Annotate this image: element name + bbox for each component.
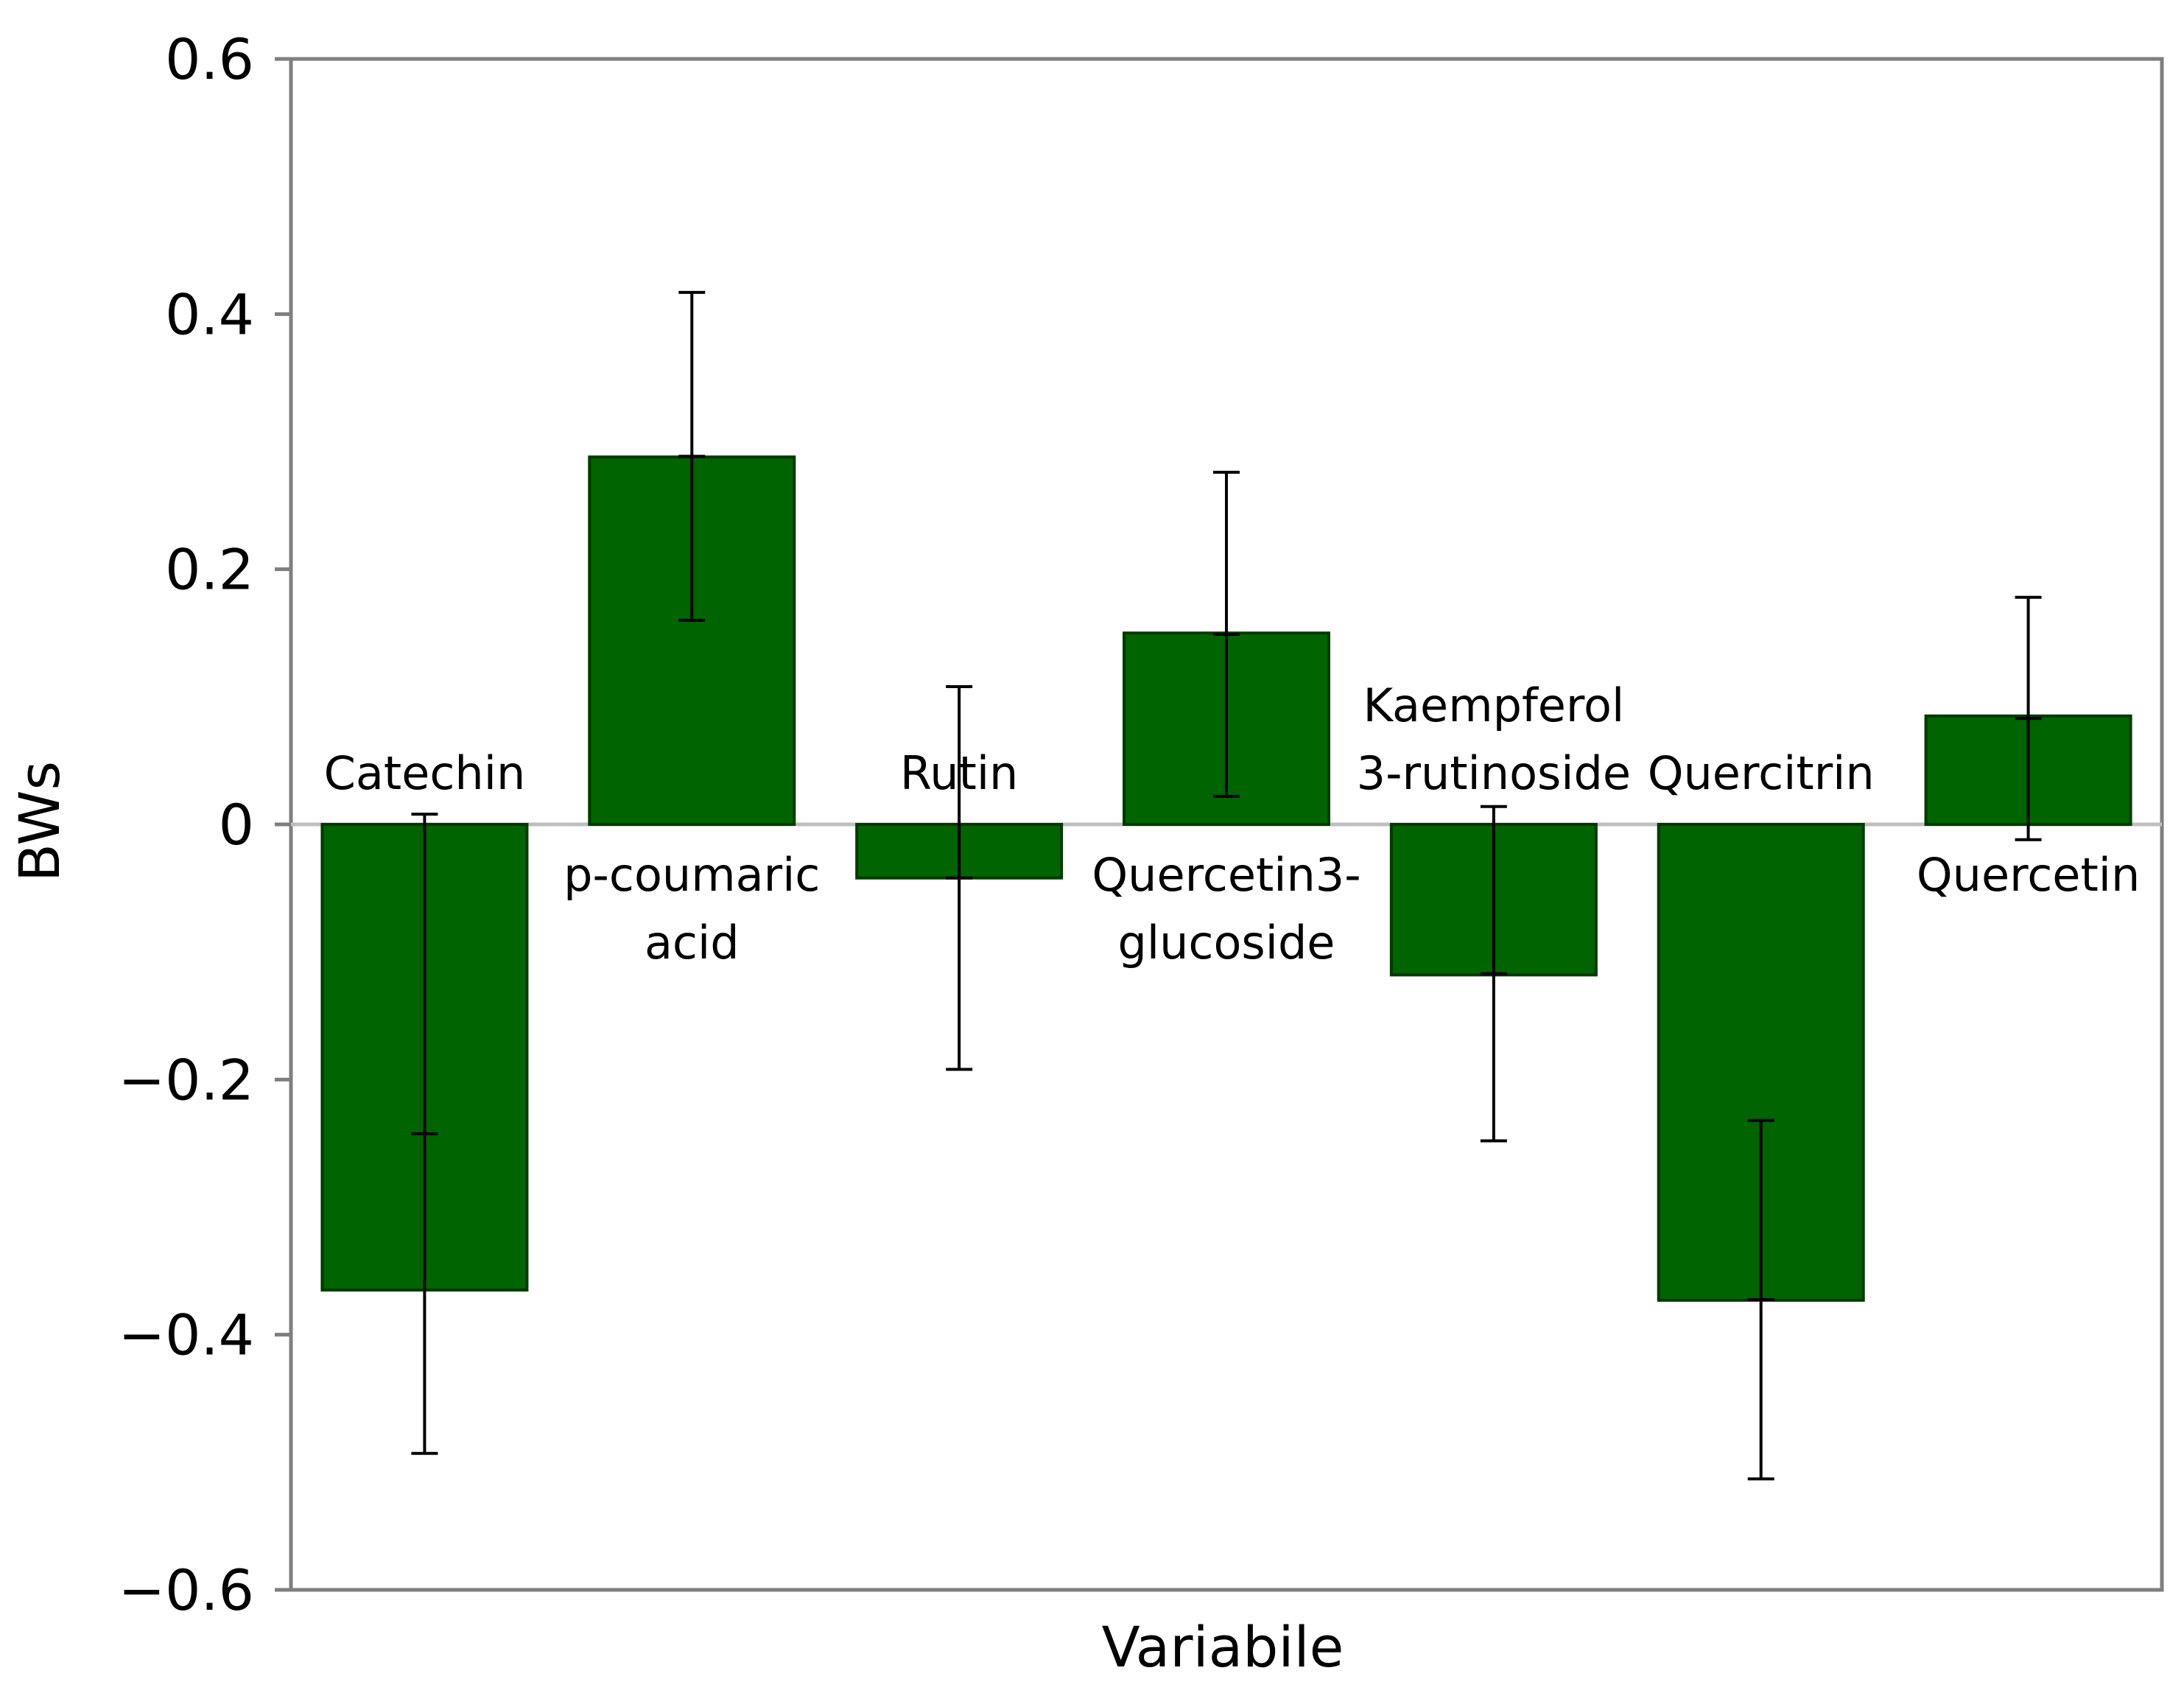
y-tick-label: 0.6 (165, 27, 254, 92)
x-axis-title: Variabile (1102, 1614, 1344, 1680)
category-label-line: Rutin (900, 746, 1018, 800)
y-tick-label: 0.2 (165, 537, 254, 603)
category-label: Quercetin3- glucoside (1092, 848, 1360, 970)
category-label: Kaempferol 3-rutinoside (1357, 679, 1631, 800)
y-tick-label: −0.4 (118, 1303, 254, 1368)
y-tick-label: −0.2 (118, 1047, 254, 1112)
category-label: Catechin (324, 746, 526, 800)
y-tick-label: 0.4 (165, 281, 254, 347)
y-axis-title: BWs (7, 761, 72, 882)
error-bars (411, 290, 2042, 1481)
category-label-line: Kaempferol (1363, 679, 1624, 732)
category-label-line: p-coumaric (563, 848, 820, 902)
category-label: Rutin (900, 746, 1018, 800)
category-labels: Catechin p-coumaric acid Rutin Quercetin3- gl… (324, 679, 2141, 970)
category-label-line: Catechin (324, 746, 526, 800)
y-tick-label: 0 (219, 792, 254, 858)
category-label: Quercetin (1917, 848, 2140, 902)
category-label-line: Quercetin (1917, 848, 2140, 902)
category-label: p-coumaric acid (563, 848, 820, 970)
category-label-line: 3-rutinoside (1357, 746, 1631, 800)
category-label-line: Quercetin3- (1092, 848, 1360, 902)
category-label-line: glucoside (1118, 916, 1335, 970)
category-label-line: Quercitrin (1648, 746, 1875, 800)
category-label-line: acid (645, 916, 740, 970)
y-tick-label: −0.6 (118, 1557, 254, 1623)
y-axis-ticks: 0.6 0.4 0.2 0 −0.2 −0.4 −0.6 (118, 27, 291, 1623)
category-label: Quercitrin (1648, 746, 1875, 800)
